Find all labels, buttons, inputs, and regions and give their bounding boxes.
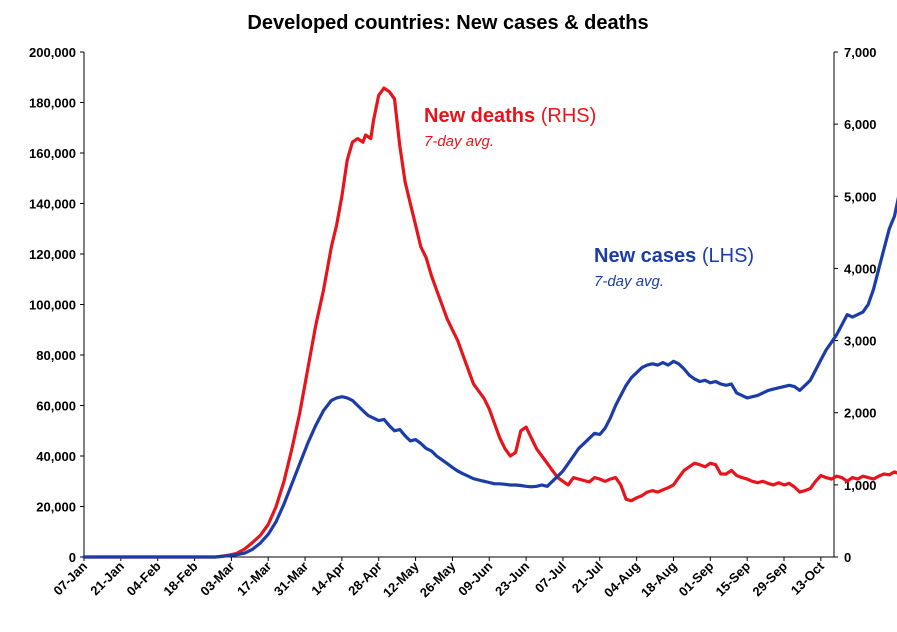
y-left-tick-label: 120,000 (29, 247, 76, 262)
y-axis-right: 0 1,000 2,000 3,000 4,000 5,000 6,000 7,000 (834, 45, 877, 565)
x-tick-label: 15-Sep (713, 558, 754, 599)
x-tick-label: 12-May (380, 558, 422, 600)
x-tick-label: 28-Apr (345, 559, 385, 599)
x-tick-label: 23-Jun (492, 558, 532, 598)
x-tick-label: 18-Feb (160, 558, 200, 598)
y-left-tick-label: 0 (69, 550, 76, 565)
series-line-new-deaths (82, 86, 897, 559)
cases-axis-label: (LHS) (696, 245, 754, 267)
x-tick-label: 26-May (417, 558, 459, 600)
y-right-tick-label: 1,000 (844, 478, 877, 493)
y-left-tick-label: 100,000 (29, 298, 76, 313)
y-right-tick-label: 7,000 (844, 45, 877, 60)
y-left-tick-label: 60,000 (36, 399, 76, 414)
y-axis-left: 0 20,000 40,000 60,000 80,000 100,000 120,000 1… (29, 45, 84, 565)
x-tick-label: 01-Sep (676, 558, 717, 599)
y-right-tick-label: 2,000 (844, 406, 877, 421)
x-tick-label: 04-Feb (124, 558, 164, 598)
deaths-axis-label: (RHS) (535, 105, 596, 127)
y-right-tick-label: 3,000 (844, 334, 877, 349)
x-tick-label: 04-Aug (601, 558, 643, 600)
series-layer (82, 86, 897, 559)
deaths-sub-label: 7-day avg. (424, 133, 494, 150)
x-tick-label: 03-Mar (197, 559, 237, 599)
deaths-label: New deaths (424, 105, 535, 127)
x-tick-label: 07-Jul (532, 559, 569, 596)
x-tick-label: 29-Sep (749, 558, 790, 599)
cases-sub-label: 7-day avg. (594, 273, 664, 290)
x-tick-label: 13-Oct (788, 558, 828, 598)
x-tick-label: 17-Mar (234, 559, 274, 599)
y-right-tick-label: 6,000 (844, 117, 877, 132)
y-left-tick-label: 140,000 (29, 197, 76, 212)
x-tick-label: 18-Aug (638, 558, 680, 600)
y-left-tick-label: 80,000 (36, 348, 76, 363)
y-left-tick-label: 180,000 (29, 96, 76, 111)
series-line-new-cases (82, 196, 897, 559)
x-tick-label: 21-Jan (87, 558, 127, 598)
y-left-tick-label: 20,000 (36, 500, 76, 515)
y-right-tick-label: 0 (844, 550, 851, 565)
y-right-tick-label: 4,000 (844, 261, 877, 276)
y-left-tick-label: 40,000 (36, 449, 76, 464)
x-axis: 07-Jan21-Jan04-Feb18-Feb03-Mar17-Mar31-M… (50, 557, 827, 600)
x-tick-label: 31-Mar (271, 559, 311, 599)
y-left-tick-label: 160,000 (29, 146, 76, 161)
x-tick-label: 09-Jun (455, 558, 495, 598)
deaths-annotation: New deaths (RHS) (424, 105, 596, 127)
y-left-tick-label: 200,000 (29, 45, 76, 60)
chart-title: Developed countries: New cases & deaths (247, 12, 648, 34)
cases-annotation: New cases (LHS) (594, 245, 754, 267)
y-right-tick-label: 5,000 (844, 189, 877, 204)
plot-frame (83, 52, 835, 558)
x-tick-label: 14-Apr (308, 559, 348, 599)
cases-label: New cases (594, 245, 696, 267)
